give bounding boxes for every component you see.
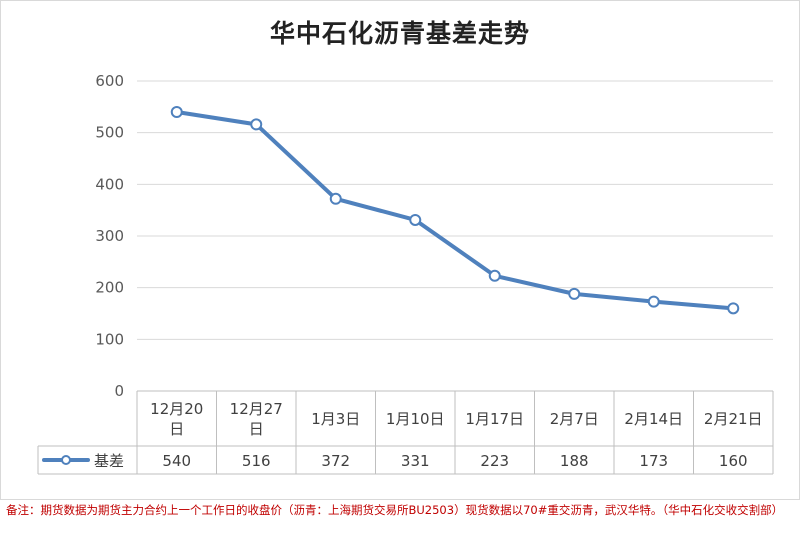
x-tick-label: 1月10日 — [386, 410, 445, 428]
y-tick-label: 0 — [114, 382, 124, 400]
chart-frame — [0, 0, 800, 500]
y-tick-label: 200 — [95, 279, 124, 297]
table-value: 160 — [719, 452, 748, 470]
data-point — [170, 106, 183, 118]
chart-title: 华中石化沥青基差走势 — [269, 19, 530, 48]
table-value: 173 — [639, 452, 668, 470]
x-tick-label: 2月7日 — [550, 410, 599, 428]
data-point — [409, 213, 422, 226]
table-value: 372 — [321, 452, 350, 470]
legend-label: 基差 — [94, 452, 124, 470]
x-tick-label: 1月3日 — [311, 410, 360, 428]
y-tick-label: 300 — [95, 227, 124, 245]
y-tick-label: 600 — [95, 72, 124, 90]
table-value: 331 — [401, 452, 430, 470]
data-point — [329, 192, 342, 205]
table-value: 516 — [242, 452, 271, 470]
table-value: 223 — [480, 452, 509, 470]
x-tick-label: 12月27 — [230, 400, 283, 418]
series-line — [174, 110, 736, 311]
table-value: 188 — [560, 452, 589, 470]
data-point — [250, 118, 263, 131]
line-chart: 0 100 200 300 400 500 600 12月20 日 12月27 日 1月3日 1月10日… — [37, 72, 774, 475]
legend-marker — [61, 455, 71, 465]
x-tick-label: 1月17日 — [465, 410, 524, 428]
y-tick-label: 400 — [95, 175, 124, 193]
table-value: 540 — [162, 452, 191, 470]
data-point — [727, 302, 740, 315]
x-tick-label: 日 — [169, 420, 184, 438]
y-tick-label: 500 — [95, 124, 124, 142]
x-tick-label: 2月14日 — [624, 410, 683, 428]
y-tick-label: 100 — [95, 330, 124, 348]
x-tick-label: 2月21日 — [704, 410, 763, 428]
data-point — [488, 269, 501, 282]
x-tick-label: 日 — [249, 420, 264, 438]
footnote: 备注：期货数据为期货主力合约上一个工作日的收盘价（沥青：上海期货交易所BU250… — [6, 503, 784, 517]
data-point — [568, 287, 581, 300]
x-tick-label: 12月20 — [150, 400, 203, 418]
data-point — [647, 295, 660, 308]
